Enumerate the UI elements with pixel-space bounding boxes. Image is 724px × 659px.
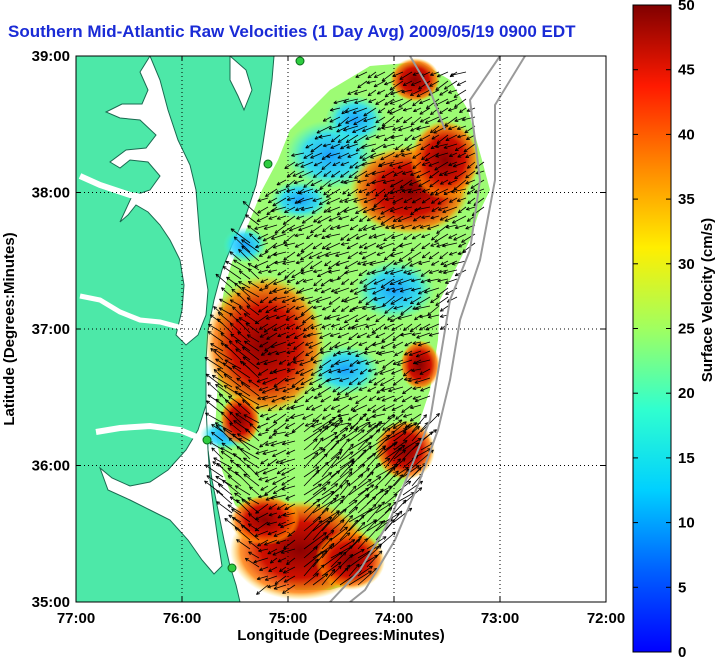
x-axis-label: Longitude (Degrees:Minutes) bbox=[237, 627, 445, 644]
colorbar-tick-label: 30 bbox=[678, 256, 695, 273]
x-tick-label: 76:00 bbox=[163, 610, 201, 627]
pamlico-sound bbox=[98, 404, 223, 575]
velocity-arrows bbox=[204, 71, 485, 595]
colorbar-tick-label: 45 bbox=[678, 62, 695, 79]
y-tick-label: 36:00 bbox=[32, 458, 70, 475]
axis-ticks: 77:00 76:00 75:00 74:00 73:00 72:00 39:00 38:00… bbox=[32, 48, 626, 627]
delaware-bay bbox=[229, 56, 253, 112]
x-tick-label: 77:00 bbox=[57, 610, 95, 627]
colorbar-tick-label: 20 bbox=[678, 385, 695, 402]
bathymetry-contour bbox=[349, 56, 526, 602]
y-tick-label: 37:00 bbox=[32, 321, 70, 338]
colorbar-tick-label: 15 bbox=[678, 450, 695, 467]
x-tick-label: 72:00 bbox=[587, 610, 625, 627]
x-tick-label: 74:00 bbox=[375, 610, 413, 627]
y-tick-label: 35:00 bbox=[32, 594, 70, 611]
albemarle-sound bbox=[95, 422, 206, 443]
colorbar-tick-label: 5 bbox=[678, 579, 686, 596]
y-tick-label: 38:00 bbox=[32, 185, 70, 202]
y-tick-label: 39:00 bbox=[32, 48, 70, 65]
james-river bbox=[79, 293, 191, 333]
map-title: Southern Mid-Atlantic Raw Velocities (1 … bbox=[8, 22, 576, 41]
colorbar-label: Surface Velocity (cm/s) bbox=[699, 218, 716, 382]
colorbar-tick-label: 0 bbox=[678, 644, 686, 659]
bathymetry-contour bbox=[409, 56, 446, 131]
x-tick-label: 73:00 bbox=[481, 610, 519, 627]
colorbar-tick-label: 50 bbox=[678, 0, 695, 14]
bathymetry-contour bbox=[329, 56, 501, 602]
colorbar-tick-label: 35 bbox=[678, 191, 695, 208]
radar-stations bbox=[202, 56, 305, 573]
colorbar-tick-label: 25 bbox=[678, 321, 695, 338]
y-axis-label: Latitude (Degrees:Minutes) bbox=[1, 232, 18, 425]
grid-lines bbox=[76, 56, 606, 602]
colorbar bbox=[632, 4, 672, 653]
colorbar-tick-label: 10 bbox=[678, 515, 695, 532]
colorbar-tick-label: 40 bbox=[678, 126, 695, 143]
x-tick-label: 75:00 bbox=[269, 610, 307, 627]
potomac-river bbox=[78, 173, 191, 213]
